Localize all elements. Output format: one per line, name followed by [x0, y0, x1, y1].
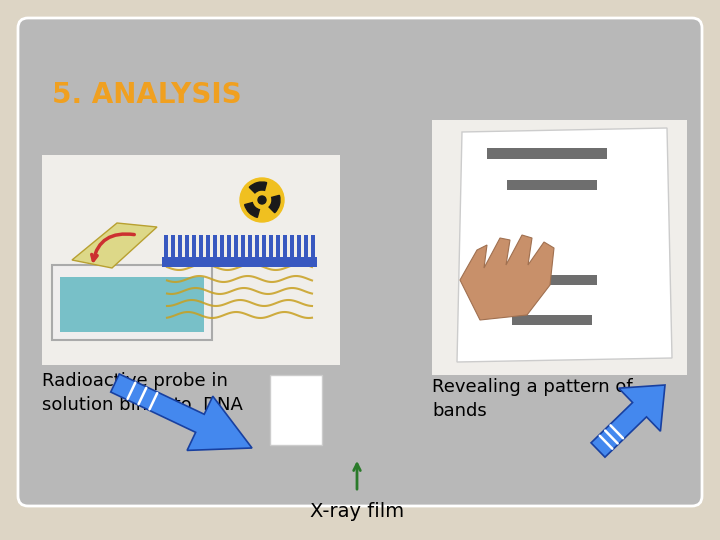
Bar	[492, 275, 597, 285]
Bar	[192, 235, 196, 259]
Polygon shape	[457, 128, 672, 362]
Bar	[199, 235, 203, 259]
Polygon shape	[460, 235, 554, 320]
Bar	[270, 375, 322, 445]
Bar	[241, 235, 245, 259]
Bar	[311, 235, 315, 259]
Bar	[164, 235, 168, 259]
FancyBboxPatch shape	[52, 265, 212, 340]
Bar	[178, 235, 182, 259]
Circle shape	[240, 178, 284, 222]
Bar	[255, 235, 259, 259]
Bar	[213, 235, 217, 259]
Bar	[171, 235, 175, 259]
Bar	[262, 235, 266, 259]
Bar	[227, 235, 231, 259]
Polygon shape	[591, 385, 665, 457]
Polygon shape	[72, 223, 157, 268]
Text: X-ray film: X-ray film	[310, 502, 404, 521]
Text: Revealing a pattern of
bands: Revealing a pattern of bands	[432, 378, 633, 420]
Bar	[269, 235, 273, 259]
Bar	[234, 235, 238, 259]
FancyBboxPatch shape	[42, 155, 340, 365]
Bar	[276, 235, 280, 259]
Wedge shape	[249, 182, 266, 193]
Bar	[297, 235, 301, 259]
Bar	[60, 277, 204, 332]
Bar	[283, 235, 287, 259]
Bar	[487, 148, 607, 159]
Bar	[206, 235, 210, 259]
Text: 5. ANALYSIS: 5. ANALYSIS	[52, 81, 242, 109]
Bar	[304, 235, 308, 259]
Polygon shape	[111, 374, 252, 450]
Wedge shape	[269, 195, 280, 213]
Bar	[162, 257, 317, 267]
Bar	[248, 235, 252, 259]
Text: Radioactive probe in
solution binds to  DNA: Radioactive probe in solution binds to D…	[42, 372, 243, 414]
Circle shape	[258, 196, 266, 204]
Bar	[507, 180, 597, 190]
Bar	[220, 235, 224, 259]
Bar	[512, 315, 592, 325]
FancyBboxPatch shape	[18, 18, 702, 506]
Bar	[290, 235, 294, 259]
Bar	[185, 235, 189, 259]
FancyBboxPatch shape	[432, 120, 687, 375]
Wedge shape	[245, 202, 259, 218]
